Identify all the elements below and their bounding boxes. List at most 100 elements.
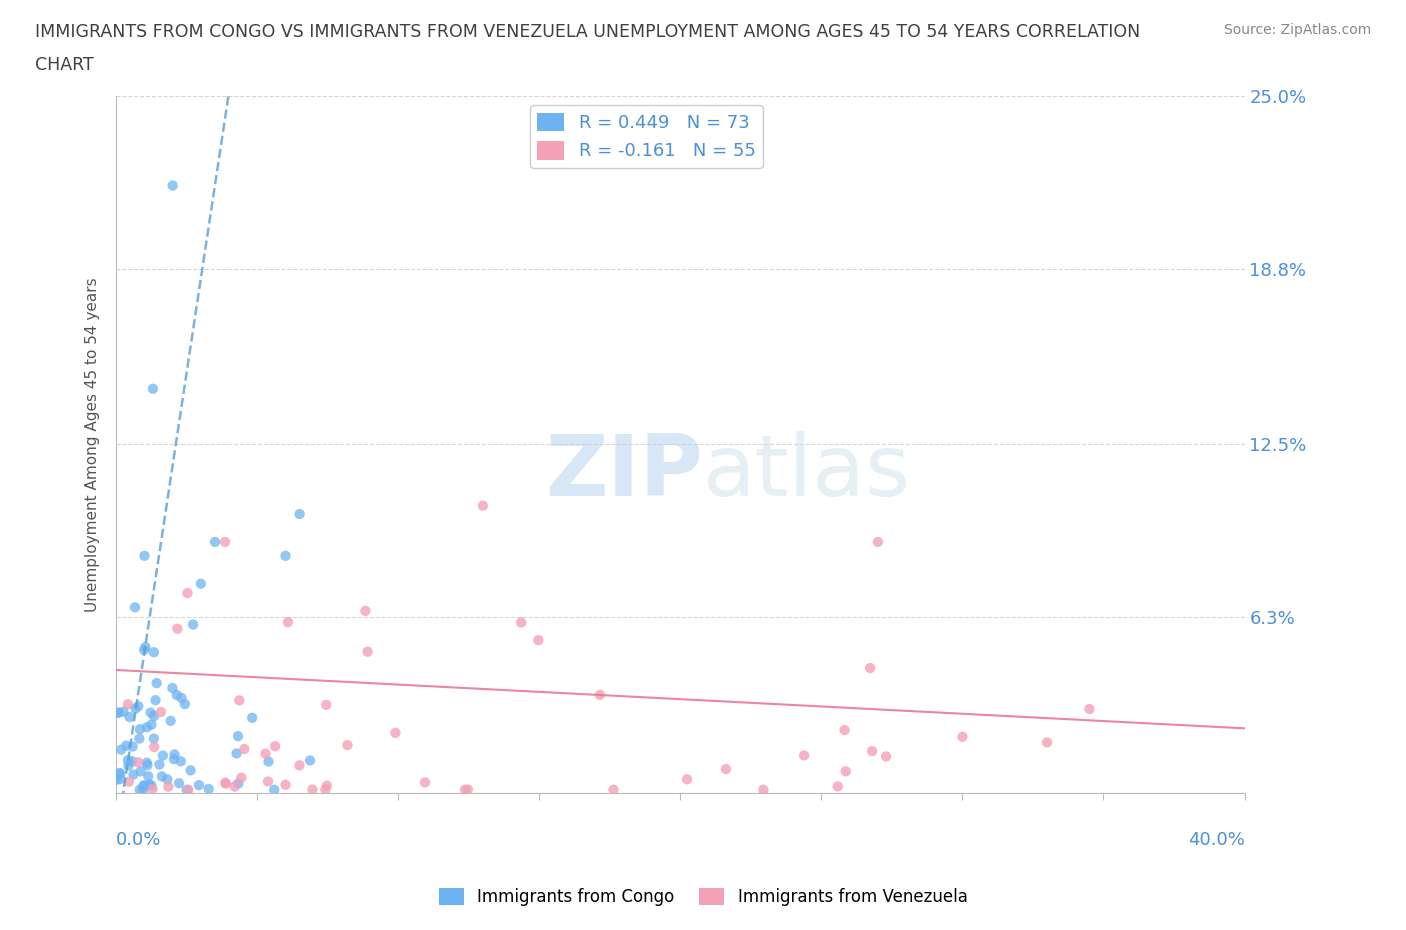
Point xyxy=(315,698,337,712)
Point xyxy=(752,782,775,797)
Point xyxy=(228,693,250,708)
Point xyxy=(860,744,883,759)
Point xyxy=(510,615,533,630)
Point xyxy=(141,782,163,797)
Point xyxy=(299,753,322,768)
Point xyxy=(413,775,436,790)
Point xyxy=(117,752,139,767)
Point xyxy=(240,711,263,725)
Point xyxy=(177,782,200,797)
Point xyxy=(1078,701,1101,716)
Point xyxy=(457,782,479,797)
Point xyxy=(173,697,195,711)
Point xyxy=(181,618,204,632)
Text: atlas: atlas xyxy=(703,431,911,513)
Point xyxy=(226,776,249,790)
Point xyxy=(124,701,146,716)
Point xyxy=(176,586,198,601)
Point xyxy=(1036,735,1059,750)
Point xyxy=(156,772,179,787)
Point xyxy=(835,764,858,778)
Point xyxy=(142,731,165,746)
Point xyxy=(225,746,247,761)
Point xyxy=(143,709,166,724)
Text: ZIP: ZIP xyxy=(546,431,703,513)
Point xyxy=(163,751,186,766)
Legend: Immigrants from Congo, Immigrants from Venezuela: Immigrants from Congo, Immigrants from V… xyxy=(432,881,974,912)
Text: CHART: CHART xyxy=(35,56,94,73)
Point xyxy=(127,698,149,713)
Point xyxy=(257,774,280,789)
Point xyxy=(214,535,236,550)
Point xyxy=(197,781,219,796)
Point xyxy=(288,758,311,773)
Point xyxy=(136,758,159,773)
Point xyxy=(454,782,477,797)
Point xyxy=(167,776,190,790)
Point xyxy=(149,705,172,720)
Point xyxy=(117,758,139,773)
Point xyxy=(875,749,897,764)
Point xyxy=(226,729,249,744)
Y-axis label: Unemployment Among Ages 45 to 54 years: Unemployment Among Ages 45 to 54 years xyxy=(86,277,100,612)
Point xyxy=(152,748,174,763)
Point xyxy=(141,717,163,732)
Point xyxy=(145,676,167,691)
Point xyxy=(384,725,406,740)
Point xyxy=(135,720,157,735)
Point xyxy=(108,705,131,720)
Point xyxy=(176,782,198,797)
Point xyxy=(793,748,815,763)
Point xyxy=(110,772,132,787)
Point xyxy=(132,782,155,797)
Point xyxy=(136,769,159,784)
Point xyxy=(129,764,152,778)
Point xyxy=(142,644,165,659)
Point xyxy=(105,772,128,787)
Point xyxy=(471,498,494,513)
Point xyxy=(277,615,299,630)
Point xyxy=(135,640,157,655)
Point xyxy=(157,779,180,794)
Point xyxy=(150,769,173,784)
Point xyxy=(108,765,131,780)
Point xyxy=(231,770,253,785)
Point xyxy=(866,535,889,550)
Point xyxy=(354,604,377,618)
Point xyxy=(288,507,311,522)
Point xyxy=(166,621,188,636)
Point xyxy=(233,741,256,756)
Text: 40.0%: 40.0% xyxy=(1188,830,1244,849)
Point xyxy=(148,757,170,772)
Point xyxy=(142,381,165,396)
Point xyxy=(214,776,236,790)
Point xyxy=(602,782,624,797)
Point xyxy=(356,644,378,659)
Point xyxy=(952,729,974,744)
Point xyxy=(110,742,132,757)
Point xyxy=(170,754,193,769)
Point xyxy=(129,722,152,737)
Point xyxy=(128,731,150,746)
Point xyxy=(132,778,155,793)
Point xyxy=(159,713,181,728)
Point xyxy=(162,681,184,696)
Point xyxy=(224,779,246,794)
Point xyxy=(141,778,163,793)
Point xyxy=(127,755,149,770)
Point xyxy=(859,660,882,675)
Point xyxy=(121,739,143,754)
Point xyxy=(145,693,167,708)
Point xyxy=(180,763,202,777)
Point xyxy=(834,723,856,737)
Point xyxy=(589,687,612,702)
Point xyxy=(336,737,359,752)
Point xyxy=(118,775,141,790)
Point xyxy=(257,754,280,769)
Point xyxy=(162,178,184,193)
Point xyxy=(108,766,131,781)
Point xyxy=(827,779,849,794)
Text: Source: ZipAtlas.com: Source: ZipAtlas.com xyxy=(1223,23,1371,37)
Point xyxy=(204,535,226,550)
Point xyxy=(117,697,139,711)
